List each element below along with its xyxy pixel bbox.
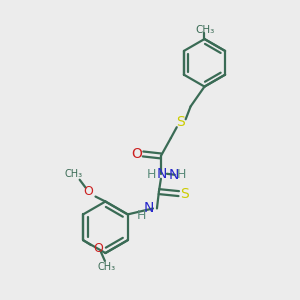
Text: O: O — [93, 242, 103, 255]
Text: N: N — [144, 202, 154, 215]
Text: S: S — [176, 115, 185, 129]
Text: H: H — [177, 168, 186, 181]
Text: H: H — [136, 209, 146, 222]
Text: N: N — [169, 168, 179, 182]
Text: CH₃: CH₃ — [98, 262, 116, 272]
Text: N: N — [157, 167, 167, 181]
Text: CH₃: CH₃ — [196, 25, 215, 35]
Text: O: O — [84, 185, 94, 198]
Text: O: O — [132, 147, 142, 161]
Text: H: H — [146, 168, 156, 181]
Text: CH₃: CH₃ — [65, 169, 83, 179]
Text: S: S — [180, 187, 189, 201]
